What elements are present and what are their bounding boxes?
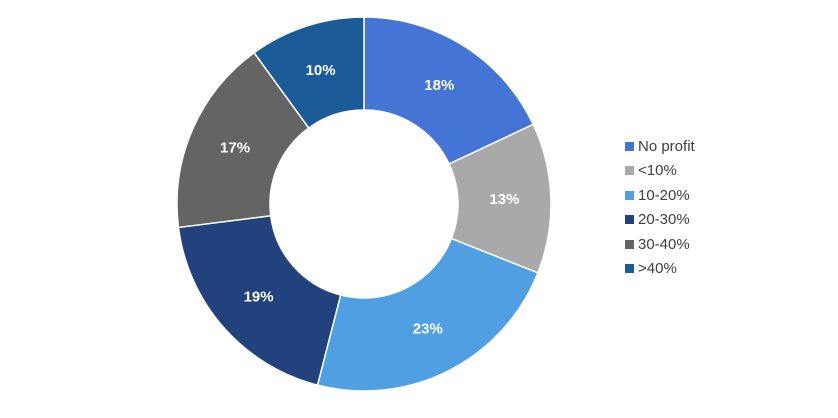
slice-label-0: 18% (424, 77, 454, 94)
legend-swatch (625, 141, 634, 151)
slice-2 (316, 237, 539, 392)
legend-item: 10-20% (625, 183, 695, 208)
slice-label-3: 19% (244, 288, 274, 305)
legend-label: 20-30% (638, 211, 690, 229)
legend: No profit <10% 10-20% 20-30% 30-40% >40% (625, 134, 695, 281)
legend-label: No profit (638, 137, 695, 155)
legend-item: >40% (625, 257, 695, 282)
legend-item: No profit (625, 134, 695, 159)
slice-label-5: 10% (306, 62, 336, 79)
slice-label-4: 17% (220, 140, 250, 157)
legend-swatch (625, 190, 634, 200)
slice-label-1: 13% (489, 191, 519, 208)
slice-0 (363, 16, 535, 165)
slice-5 (253, 16, 365, 129)
slice-label-2: 23% (413, 321, 443, 338)
legend-label: >40% (638, 260, 677, 278)
legend-item: 20-30% (625, 208, 695, 233)
legend-label: <10% (638, 162, 677, 180)
legend-label: 10-20% (638, 186, 690, 204)
legend-swatch (625, 215, 634, 225)
slice-4 (176, 51, 310, 229)
slice-3 (177, 214, 342, 387)
legend-swatch (625, 264, 634, 274)
legend-swatch (625, 239, 634, 249)
legend-label: 30-40% (638, 235, 690, 253)
legend-swatch (625, 166, 634, 176)
legend-item: 30-40% (625, 232, 695, 257)
legend-item: <10% (625, 159, 695, 184)
